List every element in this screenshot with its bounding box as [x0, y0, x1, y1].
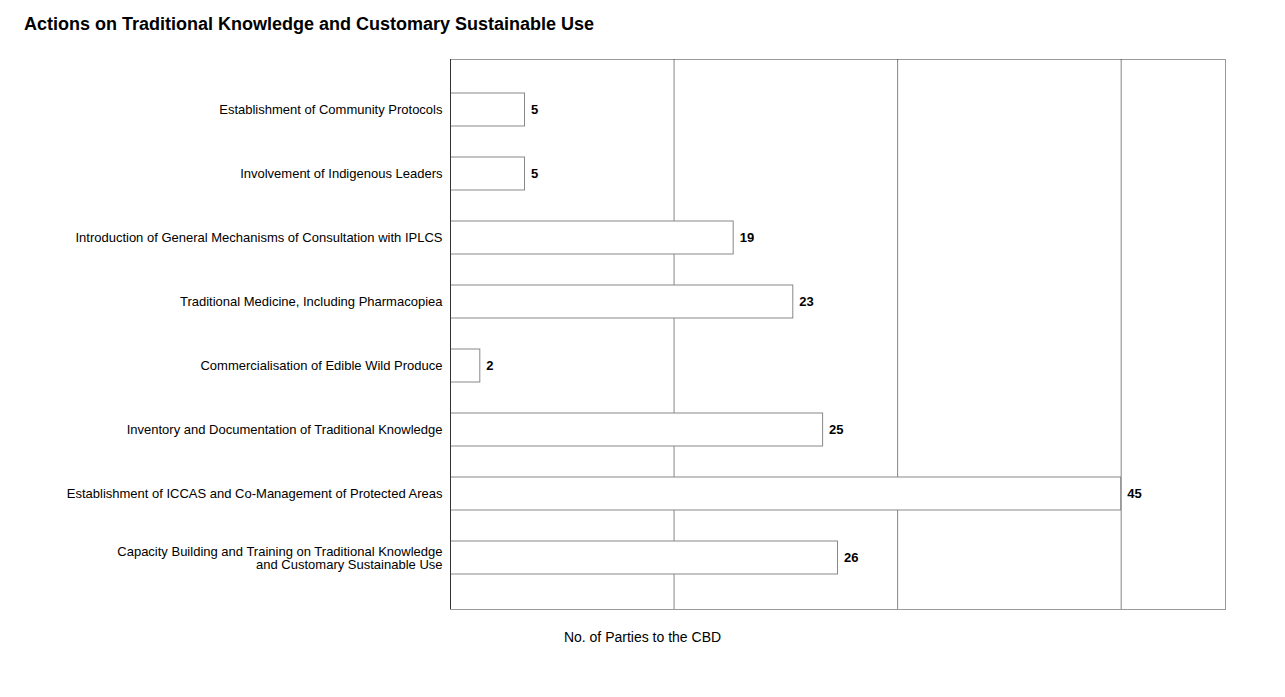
svg-text:Capacity Building and Training: Capacity Building and Training on Tradit… [117, 544, 442, 572]
svg-text:45: 45 [1127, 486, 1141, 501]
svg-text:5: 5 [531, 102, 538, 117]
html-text:Actions on Traditional Knowled: Actions on Traditional Knowledge and Cus… [24, 14, 595, 34]
html-text:No. of Parties to the CBD: No. of Parties to the CBD [563, 629, 722, 645]
svg-text:Involvement of Indigenous Lead: Involvement of Indigenous Leaders [240, 166, 443, 181]
svg-text:Inventory and Documentation of: Inventory and Documentation of Tradition… [127, 422, 443, 437]
svg-text:Introduction of General Mechan: Introduction of General Mechanisms of Co… [75, 230, 442, 245]
svg-text:Commercialisation of Edible Wi: Commercialisation of Edible Wild Produce [200, 358, 442, 373]
svg-text:25: 25 [829, 422, 843, 437]
svg-text:Traditional Medicine, Includin: Traditional Medicine, Including Pharmaco… [180, 294, 443, 309]
svg-text:Establishment of ICCAS and Co-: Establishment of ICCAS and Co-Management… [67, 486, 443, 501]
svg-text:19: 19 [740, 230, 754, 245]
svg-text:26: 26 [844, 550, 858, 565]
svg-text:23: 23 [799, 294, 813, 309]
svg-text:5: 5 [531, 166, 538, 181]
svg-text:Establishment of Community Pro: Establishment of Community Protocols [219, 102, 443, 117]
svg-text:2: 2 [486, 358, 493, 373]
